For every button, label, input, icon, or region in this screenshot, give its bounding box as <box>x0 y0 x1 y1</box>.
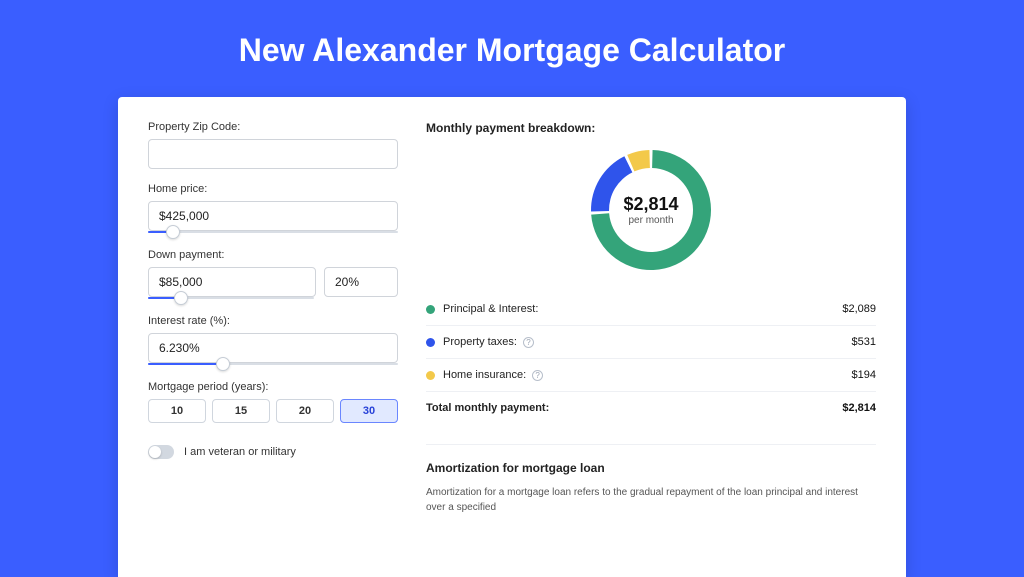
donut-sub: per month <box>628 215 673 226</box>
legend: Principal & Interest: $2,089 Property taxe… <box>426 293 876 424</box>
down-payment-amount-input[interactable] <box>148 267 316 297</box>
down-payment-pct-input[interactable] <box>324 267 398 297</box>
legend-value: $2,089 <box>842 303 876 315</box>
help-icon[interactable]: ? <box>523 337 534 348</box>
veteran-row: I am veteran or military <box>148 445 398 459</box>
breakdown-title: Monthly payment breakdown: <box>426 121 876 135</box>
amortization-title: Amortization for mortgage loan <box>426 461 876 475</box>
period-option-10[interactable]: 10 <box>148 399 206 423</box>
down-payment-field: Down payment: <box>148 249 398 301</box>
form-column: Property Zip Code: Home price: Down paym… <box>148 121 398 553</box>
donut-chart: $2,814 per month <box>426 145 876 275</box>
home-price-field: Home price: <box>148 183 398 235</box>
page-title: New Alexander Mortgage Calculator <box>0 0 1024 97</box>
veteran-toggle[interactable] <box>148 445 174 459</box>
down-payment-slider[interactable] <box>148 295 314 301</box>
legend-total-row: Total monthly payment: $2,814 <box>426 391 876 424</box>
legend-value: $531 <box>852 336 876 348</box>
legend-dot <box>426 371 435 380</box>
help-icon[interactable]: ? <box>532 370 543 381</box>
interest-rate-slider[interactable] <box>148 361 398 367</box>
zip-label: Property Zip Code: <box>148 121 398 133</box>
interest-rate-field: Interest rate (%): <box>148 315 398 367</box>
legend-dot <box>426 305 435 314</box>
breakdown-column: Monthly payment breakdown: $2,814 per mo… <box>426 121 876 553</box>
period-field: Mortgage period (years): 10152030 <box>148 381 398 423</box>
interest-rate-input[interactable] <box>148 333 398 363</box>
legend-row: Property taxes:? $531 <box>426 325 876 358</box>
legend-total-label: Total monthly payment: <box>426 402 549 414</box>
legend-label: Principal & Interest: <box>443 303 538 315</box>
home-price-slider[interactable] <box>148 229 398 235</box>
zip-input[interactable] <box>148 139 398 169</box>
amortization-section: Amortization for mortgage loan Amortizat… <box>426 444 876 515</box>
legend-dot <box>426 338 435 347</box>
veteran-label: I am veteran or military <box>184 446 296 458</box>
period-option-30[interactable]: 30 <box>340 399 398 423</box>
donut-center: $2,814 per month <box>586 145 716 275</box>
donut-amount: $2,814 <box>623 194 678 215</box>
down-payment-label: Down payment: <box>148 249 398 261</box>
zip-field: Property Zip Code: <box>148 121 398 169</box>
amortization-text: Amortization for a mortgage loan refers … <box>426 485 876 515</box>
calculator-card: Property Zip Code: Home price: Down paym… <box>118 97 906 577</box>
legend-label: Property taxes: <box>443 336 517 348</box>
home-price-input[interactable] <box>148 201 398 231</box>
legend-row: Principal & Interest: $2,089 <box>426 293 876 325</box>
period-option-20[interactable]: 20 <box>276 399 334 423</box>
period-option-15[interactable]: 15 <box>212 399 270 423</box>
legend-total-value: $2,814 <box>842 402 876 414</box>
legend-row: Home insurance:? $194 <box>426 358 876 391</box>
home-price-label: Home price: <box>148 183 398 195</box>
interest-rate-label: Interest rate (%): <box>148 315 398 327</box>
period-label: Mortgage period (years): <box>148 381 398 393</box>
legend-label: Home insurance: <box>443 369 526 381</box>
legend-value: $194 <box>852 369 876 381</box>
